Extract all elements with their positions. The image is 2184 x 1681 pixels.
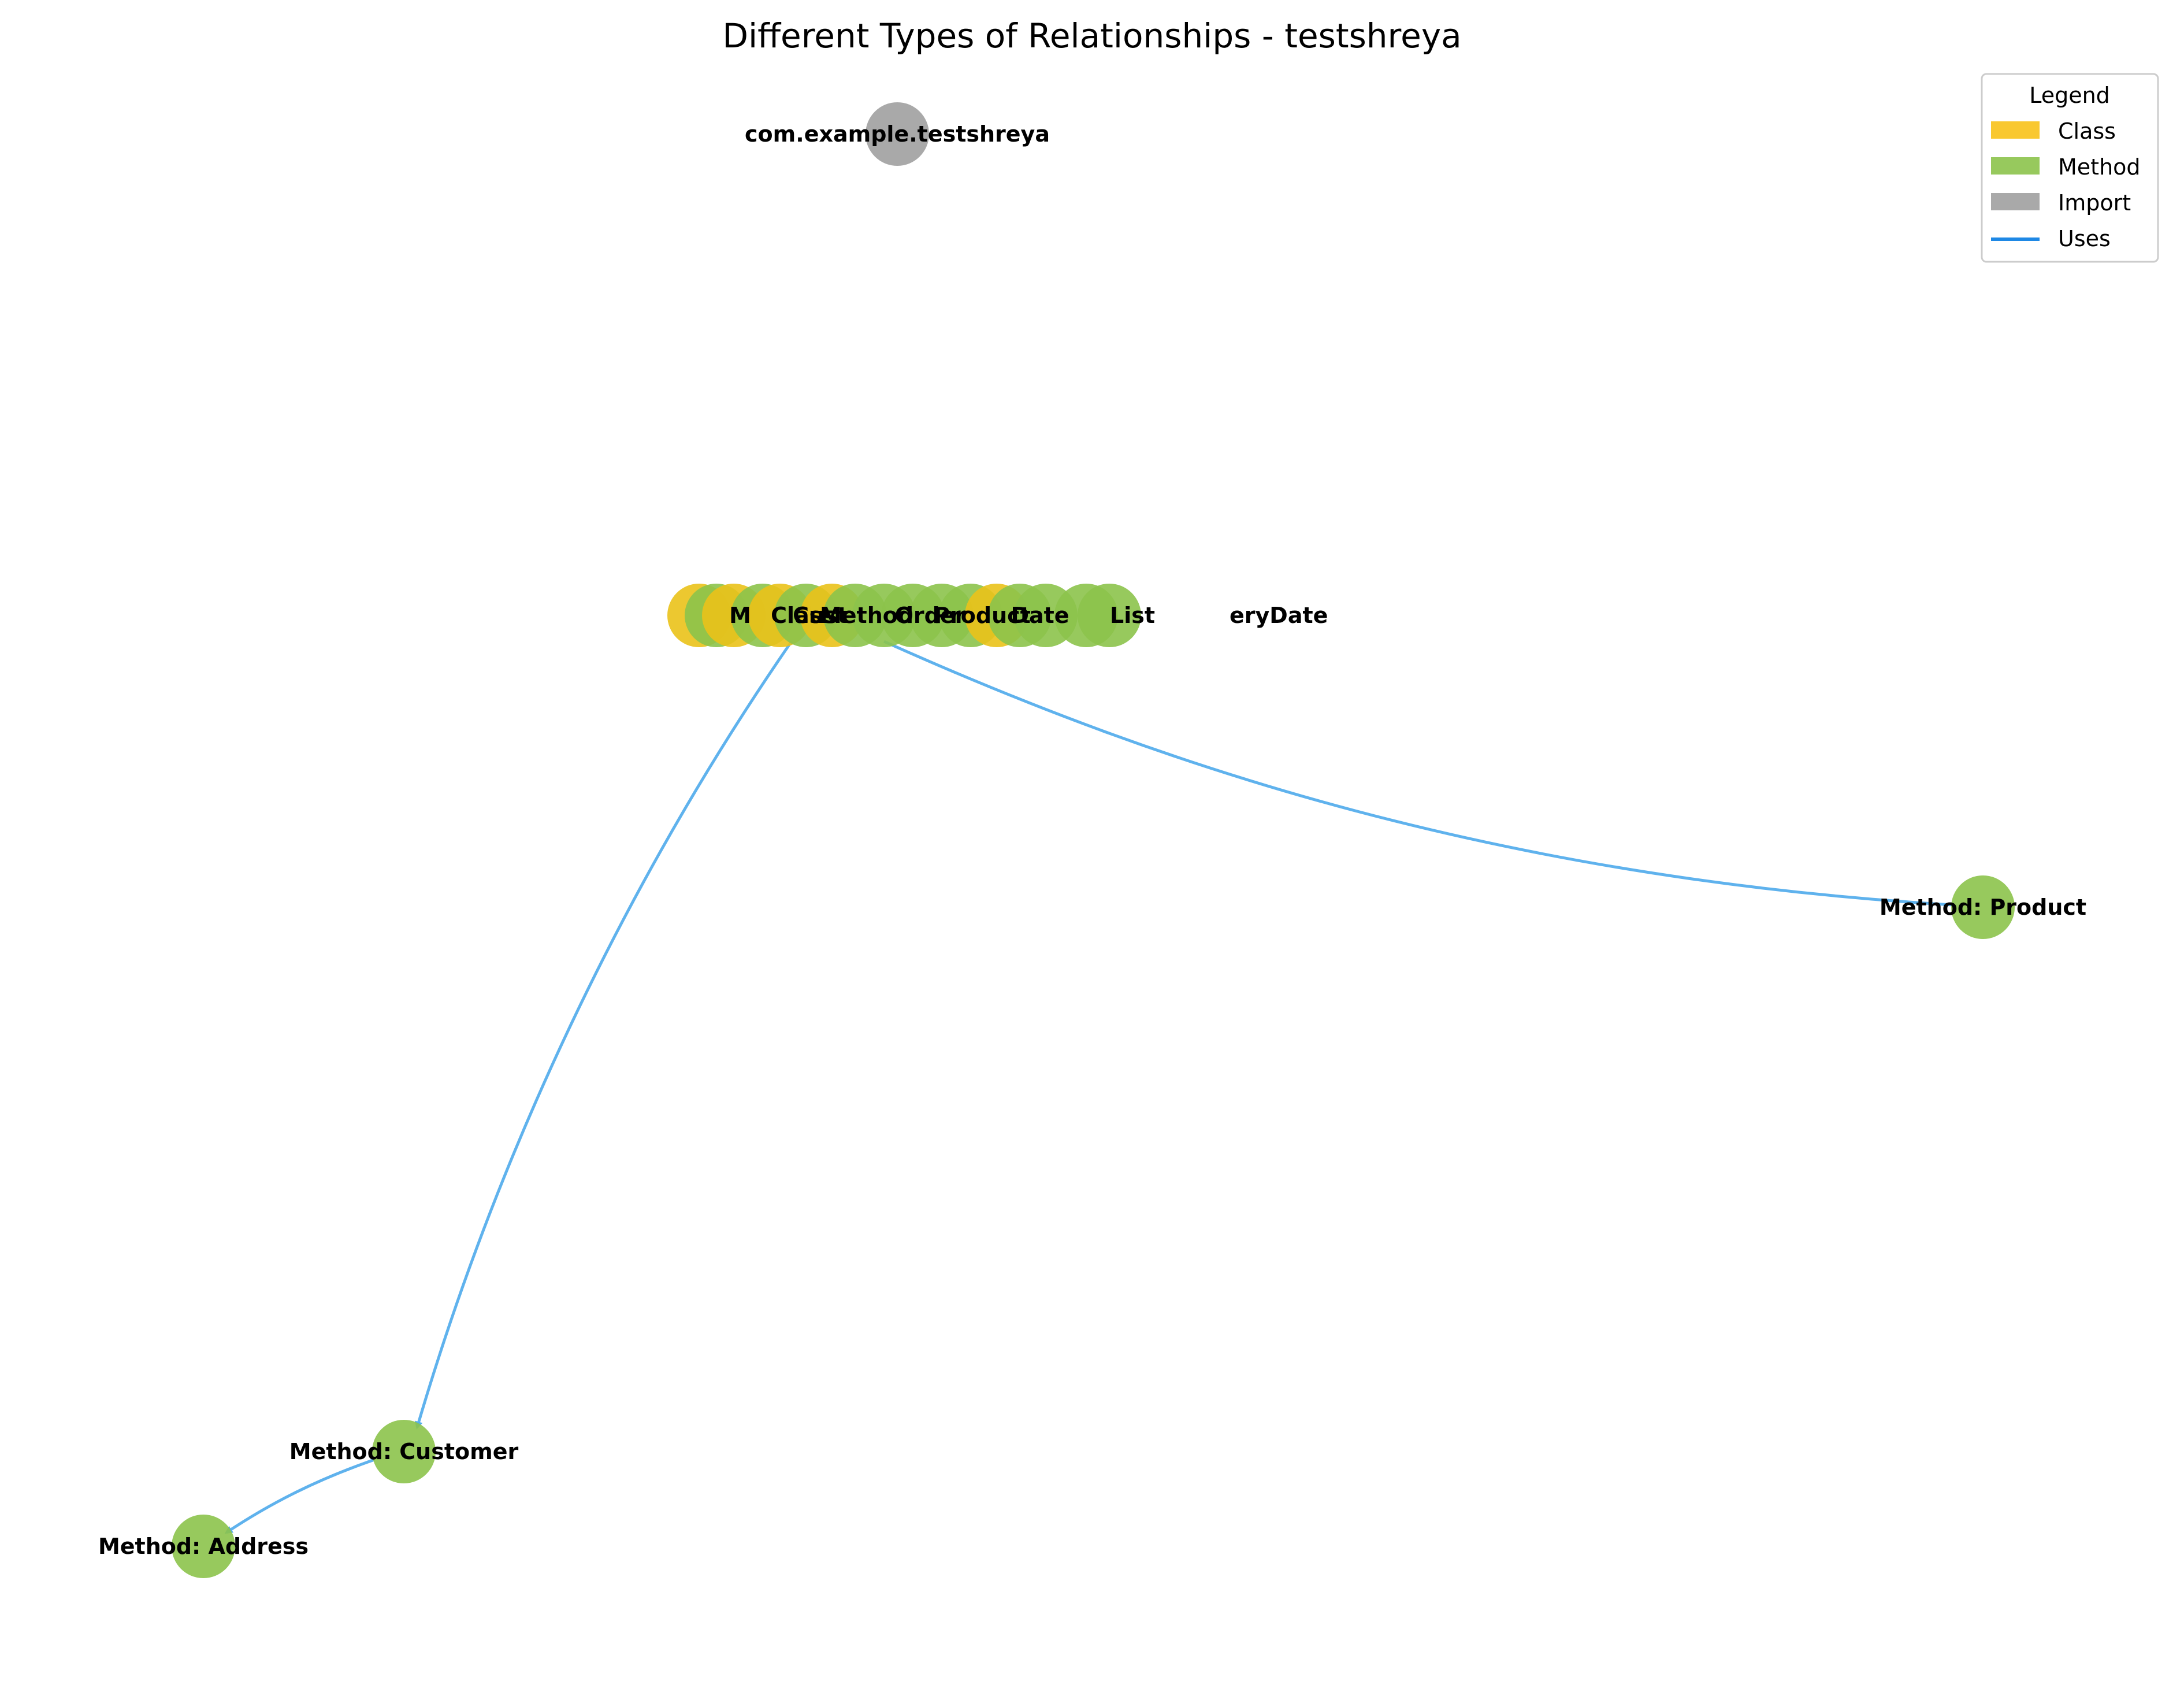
legend-import-label: Import [2058,190,2131,216]
product-node-label: Method: Product [1880,895,2086,920]
import-node-label: com.example.testshreya [745,121,1050,147]
legend-title: Legend [2029,83,2110,108]
cluster-node [1078,584,1141,647]
cluster-overlap-text: List [1110,603,1155,628]
cluster-label-right: eryDate [1230,603,1328,628]
address-node-label: Method: Address [98,1534,309,1559]
legend-method-swatch [1991,157,2040,175]
cluster-label-left: M [729,603,751,628]
cluster-overlap-text: Cust [793,603,848,628]
legend-uses-label: Uses [2058,226,2111,251]
node-cluster[interactable]: M eryDate Class Cust Method Order Produc… [667,584,1328,647]
address-node[interactable]: Method: Address [98,1515,309,1578]
cluster-overlap-text: Date [1011,603,1069,628]
chart-title: Different Types of Relationships - tests… [722,16,1461,55]
customer-node-label: Method: Customer [289,1439,519,1464]
customer-node[interactable]: Method: Customer [289,1420,519,1483]
legend-frame [1981,73,2159,263]
product-node[interactable]: Method: Product [1880,875,2086,939]
cluster-overlap-text: Class [771,603,835,628]
legend-class-label: Class [2058,118,2116,144]
edges [224,640,1953,1534]
cluster-overlap-text: Product [934,603,1031,628]
legend-import-swatch [1991,193,2040,210]
edge-customer-to-address [224,1458,375,1534]
cluster-overlap-text: Order [895,603,966,628]
edge-cluster-to-product [883,640,1953,907]
cluster-overlap-text: Method [820,603,913,628]
legend: Legend Class Method Import Uses [1981,73,2159,263]
import-node[interactable]: com.example.testshreya [745,102,1050,166]
legend-class-swatch [1991,121,2040,139]
legend-method-label: Method [2058,154,2141,180]
edge-cluster-to-customer [415,640,793,1430]
